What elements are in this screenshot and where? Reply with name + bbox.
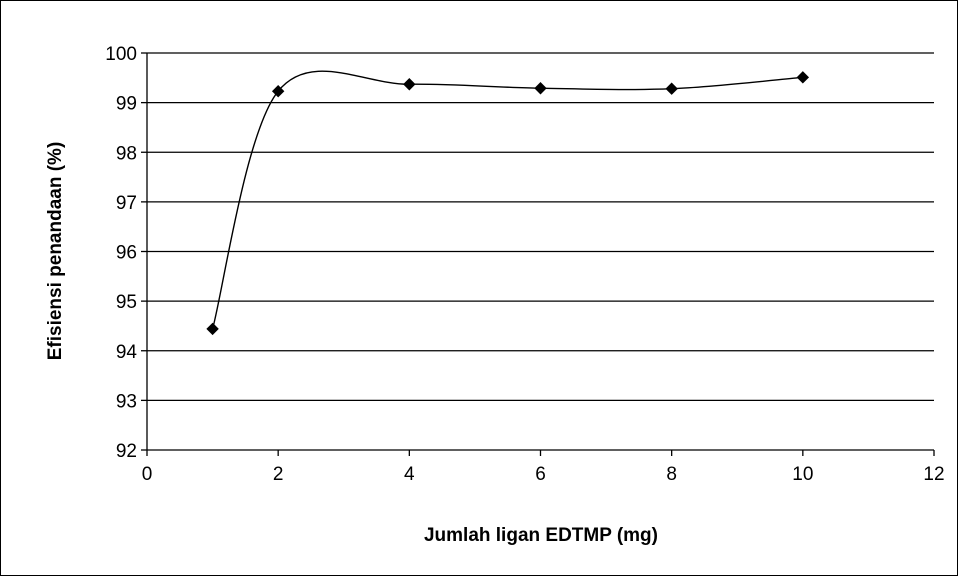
y-tick-label: 99 [116,94,137,115]
x-tick-label: 12 [923,464,944,485]
series-line [211,70,803,330]
x-tick-label: 4 [404,464,415,485]
data-point-marker [796,71,810,84]
y-tick-label: 95 [116,292,137,313]
y-tick-label: 97 [116,193,137,214]
label-layer: 92 93 94 95 96 97 98 99 100 0 2 4 6 8 10 12 [105,44,944,485]
y-tick-label: 94 [116,342,138,363]
y-axis-title: Efisiensi penandaan (%) [45,142,66,361]
data-point-marker [403,78,416,91]
y-tick-label: 96 [116,243,137,264]
data-point-marker [534,82,547,95]
y-tick-label: 92 [116,441,137,462]
data-point-marker [665,82,678,95]
y-tick-label: 100 [105,44,137,65]
data-point-marker [271,85,285,98]
axis-layer [141,52,935,456]
x-axis-title: Jumlah ligan EDTMP (mg) [424,525,658,546]
y-tick-label: 98 [116,143,137,164]
x-tick-label: 0 [142,464,153,485]
x-tick-label: 8 [666,464,677,485]
series-layer [206,70,810,336]
data-point-marker [206,322,219,336]
y-tick-label: 93 [116,391,137,412]
x-tick-label: 2 [273,464,284,485]
x-tick-label: 10 [792,464,813,485]
x-tick-label: 6 [535,464,546,485]
grid-layer [147,52,934,402]
